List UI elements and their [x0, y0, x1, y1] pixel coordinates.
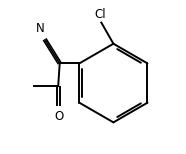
Text: N: N — [36, 22, 44, 35]
Text: Cl: Cl — [94, 8, 106, 21]
Text: O: O — [54, 109, 64, 123]
